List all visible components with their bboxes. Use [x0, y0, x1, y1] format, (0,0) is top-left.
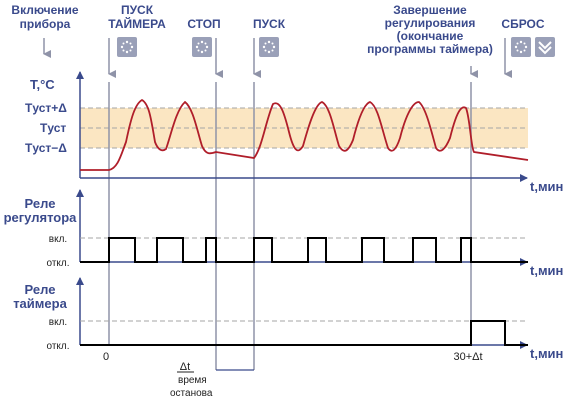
- snowflake-button-icon: [192, 37, 212, 57]
- snowflake-button-icon: [511, 37, 531, 57]
- timer-off-label: откл.: [46, 341, 69, 352]
- timer-title-2: таймера: [13, 296, 67, 311]
- label-end-4: программы таймера): [367, 42, 493, 56]
- timer-relay-signal: [80, 320, 528, 346]
- label-reset: СБРОС: [501, 17, 544, 31]
- t-set-label: Tуст: [40, 121, 66, 135]
- t-lower-label: Tуст−Δ: [25, 141, 67, 155]
- tick-zero: 0: [103, 351, 109, 363]
- label-end-1: Завершение: [393, 3, 467, 17]
- snowflake-button-icon: [117, 37, 137, 57]
- stop-time-1: время: [178, 375, 207, 386]
- time-label-regulator: t,мин: [530, 263, 563, 278]
- timer-title-1: Реле: [25, 282, 56, 297]
- snowflake-button-icon: [259, 37, 279, 57]
- event-lines: [108, 82, 472, 370]
- label-stop: СТОП: [187, 17, 220, 31]
- temperature-curve: [80, 98, 529, 171]
- label-power-on-1: Включение: [11, 3, 78, 17]
- temperature-axis-title: T,°C: [30, 77, 55, 92]
- time-label-temperature: t,мин: [530, 179, 563, 194]
- stop-time-2: останова: [170, 388, 213, 399]
- event-arrows: [43, 38, 512, 78]
- t-upper-label: Tуст+Δ: [25, 101, 67, 115]
- time-label-timer: t,мин: [530, 346, 563, 361]
- label-start: ПУСК: [253, 17, 286, 31]
- label-end-3: (окончание: [397, 29, 464, 43]
- chevron-down-icon: [535, 37, 555, 57]
- regulator-off-label: откл.: [46, 258, 69, 269]
- tick-delta: Δt: [180, 361, 190, 373]
- timer-on-label: вкл.: [49, 317, 67, 328]
- tick-end: 30+Δt: [453, 351, 482, 363]
- regulator-title-1: Реле: [25, 196, 56, 211]
- regulator-on-label: вкл.: [49, 234, 67, 245]
- regulator-title-2: регулятора: [4, 210, 78, 225]
- label-timer-start-2: ТАЙМЕРА: [108, 16, 166, 31]
- label-end-2: регулирования: [385, 16, 476, 30]
- label-power-on-2: прибора: [20, 17, 71, 31]
- label-timer-start-1: ПУСК: [121, 3, 154, 17]
- regulator-relay-signal: [80, 237, 528, 263]
